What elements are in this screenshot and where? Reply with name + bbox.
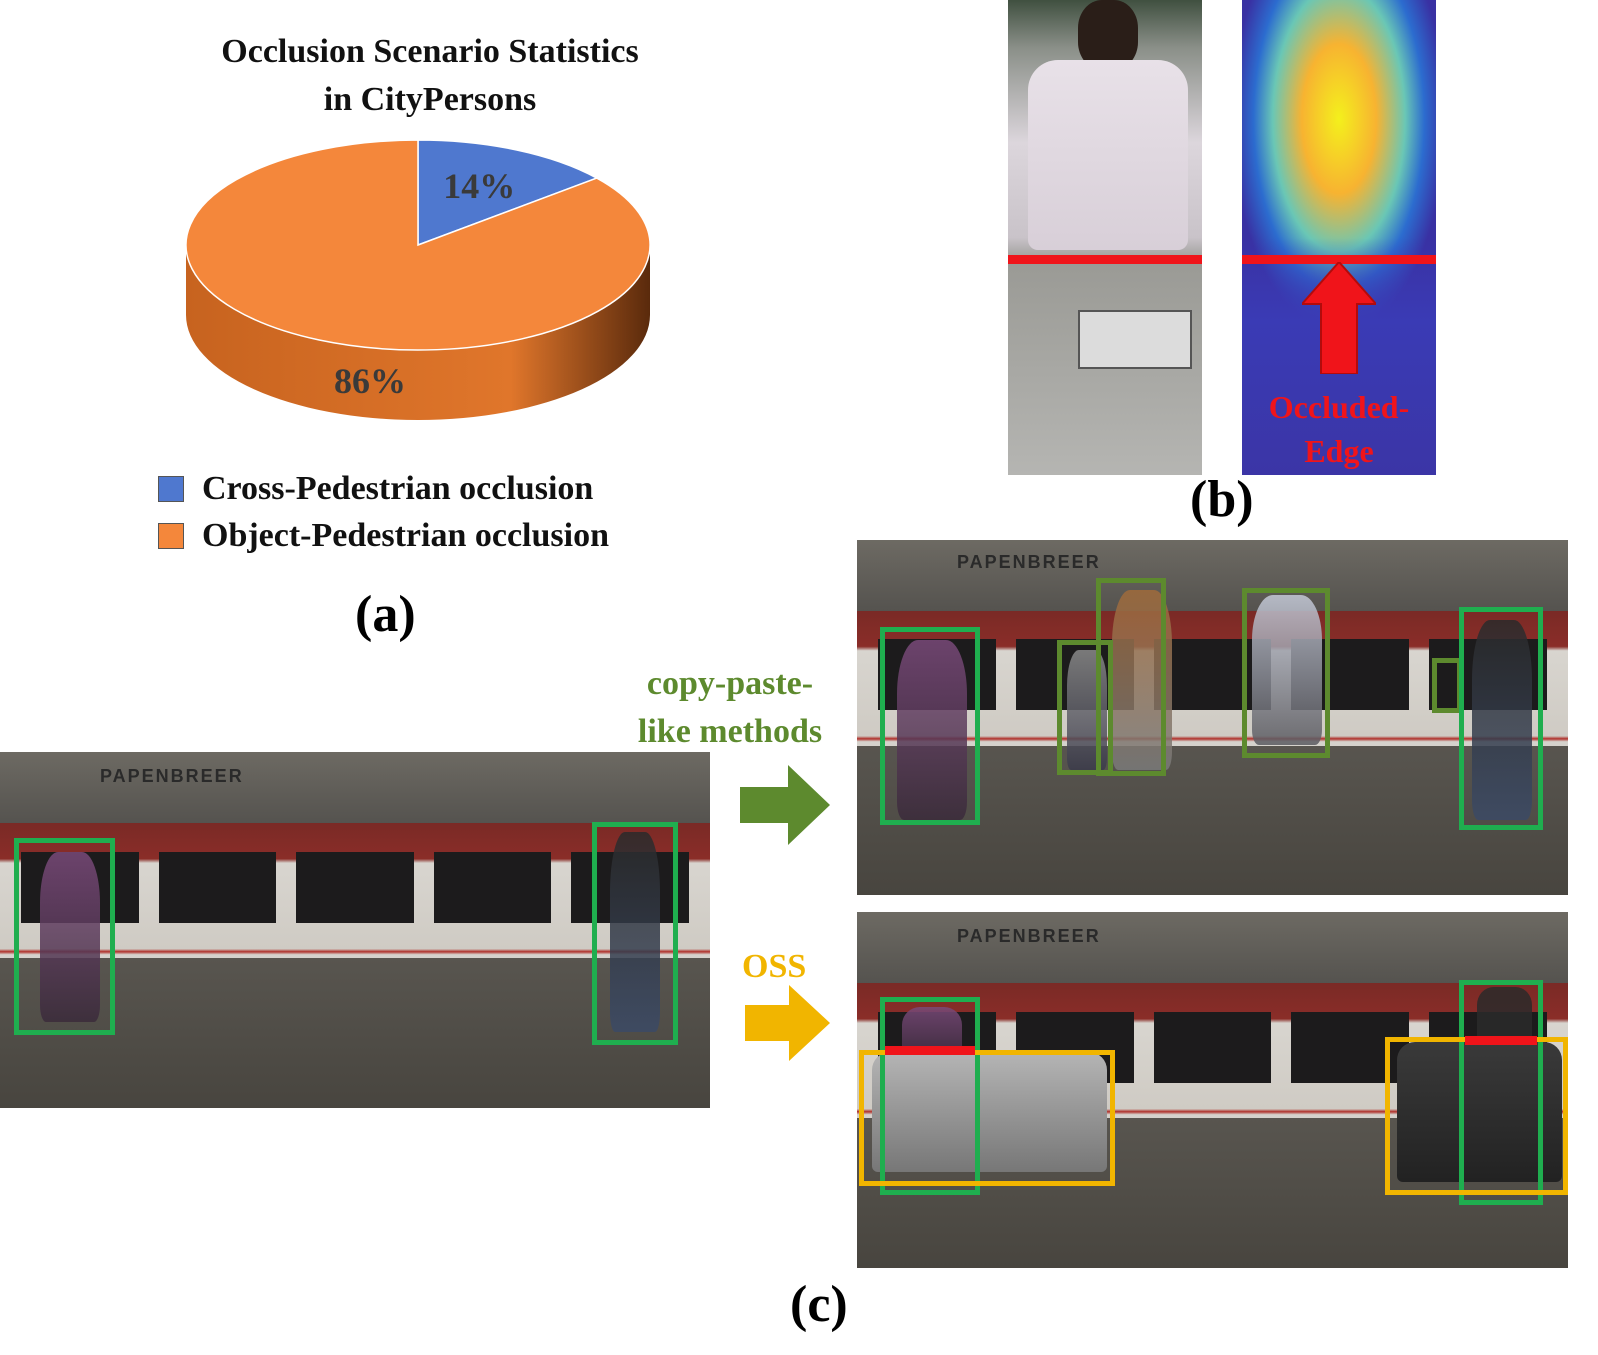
occluded-edge-line-1 <box>885 1046 975 1055</box>
copy-paste-label-line-2: like methods <box>637 713 823 750</box>
occluded-edge-line <box>1008 255 1202 264</box>
store-sign: PAPENBREER <box>957 552 1101 572</box>
scene-sky <box>857 540 1568 611</box>
pie-data-label-1: 86% <box>334 361 406 401</box>
pedestrian-box-2 <box>1459 607 1543 830</box>
oss-scene: PAPENBREER <box>857 912 1568 1268</box>
legend-item-cross: Cross-Pedestrian occlusion <box>158 470 593 508</box>
pasted-box-4 <box>1432 658 1462 713</box>
object-box-2 <box>1385 1037 1568 1195</box>
scene-sky <box>0 752 710 824</box>
chart-title: Occlusion Scenario Statistics in CityPer… <box>150 28 710 124</box>
pasted-box-2 <box>1096 578 1166 776</box>
store-sign: PAPENBREER <box>100 766 244 786</box>
pedestrian-2 <box>610 832 660 1032</box>
store-sign: PAPENBREER <box>957 926 1101 946</box>
chart-title-line-1: Occlusion Scenario Statistics <box>221 33 639 70</box>
panel-label-a: (a) <box>355 586 416 643</box>
right-arrow-yellow-icon <box>745 985 830 1061</box>
legend-label-object: Object-Pedestrian occlusion <box>202 517 609 554</box>
pie-chart: 14% 86% <box>185 139 651 420</box>
chart-title-line-2: in CityPersons <box>323 81 537 118</box>
pedestrian-box-1 <box>880 627 980 825</box>
legend-swatch-cross <box>158 476 184 502</box>
scene-sky <box>857 912 1568 984</box>
pie-side-wall <box>186 245 650 420</box>
copy-paste-label: copy-paste- like methods <box>615 660 845 756</box>
pie-slice-0 <box>417 139 599 247</box>
panel-label-c: (c) <box>790 1276 848 1333</box>
occluded-edge-label-line-2: Edge <box>1304 433 1374 469</box>
tram-windows <box>21 851 689 923</box>
oss-label: OSS <box>742 948 807 985</box>
legend-swatch-object <box>158 523 184 549</box>
legend-label-cross: Cross-Pedestrian occlusion <box>202 470 594 507</box>
pedestrian-1 <box>897 640 967 820</box>
heatmap-edge-line <box>1242 255 1436 264</box>
occlusion-heatmap: Occluded- Edge <box>1242 0 1436 475</box>
panel-label-b: (b) <box>1190 471 1254 528</box>
pedestrian-shirt <box>1028 60 1188 250</box>
up-arrow-icon <box>1302 262 1376 374</box>
occluded-edge-label: Occluded- Edge <box>1242 385 1436 473</box>
occluded-edge-line-2 <box>1465 1036 1537 1045</box>
legend-item-object: Object-Pedestrian occlusion <box>158 517 609 555</box>
pasted-pedestrian-3 <box>1252 595 1322 745</box>
pasted-box-3 <box>1242 588 1330 758</box>
copy-paste-label-line-1: copy-paste- <box>646 665 814 702</box>
pasted-box-1 <box>1057 640 1113 775</box>
pasted-car-2 <box>1397 1042 1562 1182</box>
copy-paste-scene: PAPENBREER <box>857 540 1568 895</box>
pedestrian-box-1 <box>14 838 115 1035</box>
object-box-1 <box>859 1050 1115 1186</box>
right-arrow-green-icon <box>740 765 830 845</box>
pie-slice-1 <box>185 139 651 351</box>
pasted-car-1 <box>872 1052 1107 1172</box>
scene-ground <box>0 958 710 1108</box>
pedestrian-1 <box>40 852 100 1022</box>
original-scene: PAPENBREER <box>0 752 710 1108</box>
pedestrian-head <box>1078 0 1138 70</box>
occluded-pedestrian-photo <box>1008 0 1202 475</box>
pedestrian-2 <box>1472 620 1532 820</box>
license-plate <box>1078 310 1192 369</box>
pie-data-label-0: 14% <box>443 166 515 206</box>
pedestrian-box-1 <box>880 997 980 1195</box>
pedestrian-box-2 <box>592 822 678 1045</box>
occluded-edge-label-line-1: Occluded- <box>1268 389 1410 425</box>
pedestrian-box-2 <box>1459 980 1543 1205</box>
